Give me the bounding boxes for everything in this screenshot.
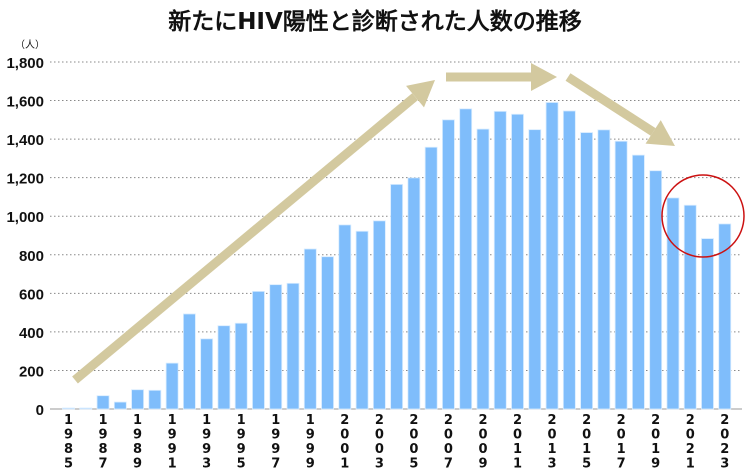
bar-1998 bbox=[286, 282, 300, 410]
bar-1999 bbox=[303, 248, 317, 410]
y-axis-unit-label: （人） bbox=[15, 39, 45, 51]
y-tick-label: 1,400 bbox=[6, 132, 44, 149]
bar-2014 bbox=[562, 110, 576, 410]
bar-2005 bbox=[407, 177, 421, 410]
bar-2021 bbox=[683, 204, 697, 410]
bar-1986 bbox=[79, 407, 93, 410]
bar-1992 bbox=[182, 313, 196, 410]
y-tick-label: 0 bbox=[36, 402, 44, 419]
bar-1995 bbox=[234, 322, 248, 410]
bar-2018 bbox=[632, 154, 645, 410]
chart-title: 新たにHIV陽性と診断された人数の推移 bbox=[168, 9, 582, 35]
bar-2002 bbox=[355, 230, 369, 410]
bar-1988 bbox=[113, 401, 127, 410]
bar-2011 bbox=[511, 113, 524, 410]
bar-2006 bbox=[424, 146, 438, 410]
bar-1996 bbox=[252, 291, 265, 410]
bar-2020 bbox=[666, 197, 680, 410]
bar-2017 bbox=[614, 140, 628, 410]
bar-2004 bbox=[390, 184, 404, 410]
bar-2019 bbox=[649, 170, 663, 410]
bar-1985 bbox=[62, 407, 75, 410]
highlight-circle bbox=[661, 174, 745, 258]
rising-trend-arrow-shaft bbox=[72, 93, 418, 384]
plateau-arrow-head bbox=[531, 63, 557, 91]
y-tick-label: 800 bbox=[19, 248, 44, 265]
bar-2012 bbox=[528, 129, 542, 410]
bar-1997 bbox=[269, 284, 283, 410]
bar-2003 bbox=[372, 220, 386, 410]
bar-2009 bbox=[476, 128, 490, 410]
bar-1989 bbox=[131, 389, 144, 410]
bar-1987 bbox=[96, 395, 110, 410]
bar-2022 bbox=[701, 238, 714, 410]
y-tick-label: 1,200 bbox=[6, 171, 44, 188]
y-tick-label: 1,000 bbox=[6, 209, 44, 226]
y-tick-label: 600 bbox=[19, 286, 44, 303]
declining-trend-arrow-shaft bbox=[565, 73, 656, 136]
bar-2013 bbox=[545, 102, 559, 410]
y-tick-label: 1,800 bbox=[6, 55, 44, 72]
bar-2016 bbox=[597, 129, 611, 410]
bar-2010 bbox=[493, 110, 507, 410]
bar-2023 bbox=[718, 223, 732, 410]
y-tick-label: 400 bbox=[19, 325, 44, 342]
bar-2000 bbox=[321, 256, 334, 410]
bar-1993 bbox=[200, 338, 214, 410]
bar-1991 bbox=[165, 362, 179, 410]
bar-2007 bbox=[442, 119, 455, 410]
rising-trend-arrow-head bbox=[406, 80, 435, 108]
bar-2008 bbox=[459, 108, 473, 410]
y-tick-label: 1,600 bbox=[6, 94, 44, 111]
bar-1990 bbox=[148, 389, 162, 410]
declining-trend-arrow-head bbox=[645, 120, 675, 146]
y-tick-label: 200 bbox=[19, 363, 44, 380]
bar-1994 bbox=[217, 325, 231, 410]
bar-2015 bbox=[580, 132, 593, 410]
bar-2001 bbox=[338, 224, 352, 410]
